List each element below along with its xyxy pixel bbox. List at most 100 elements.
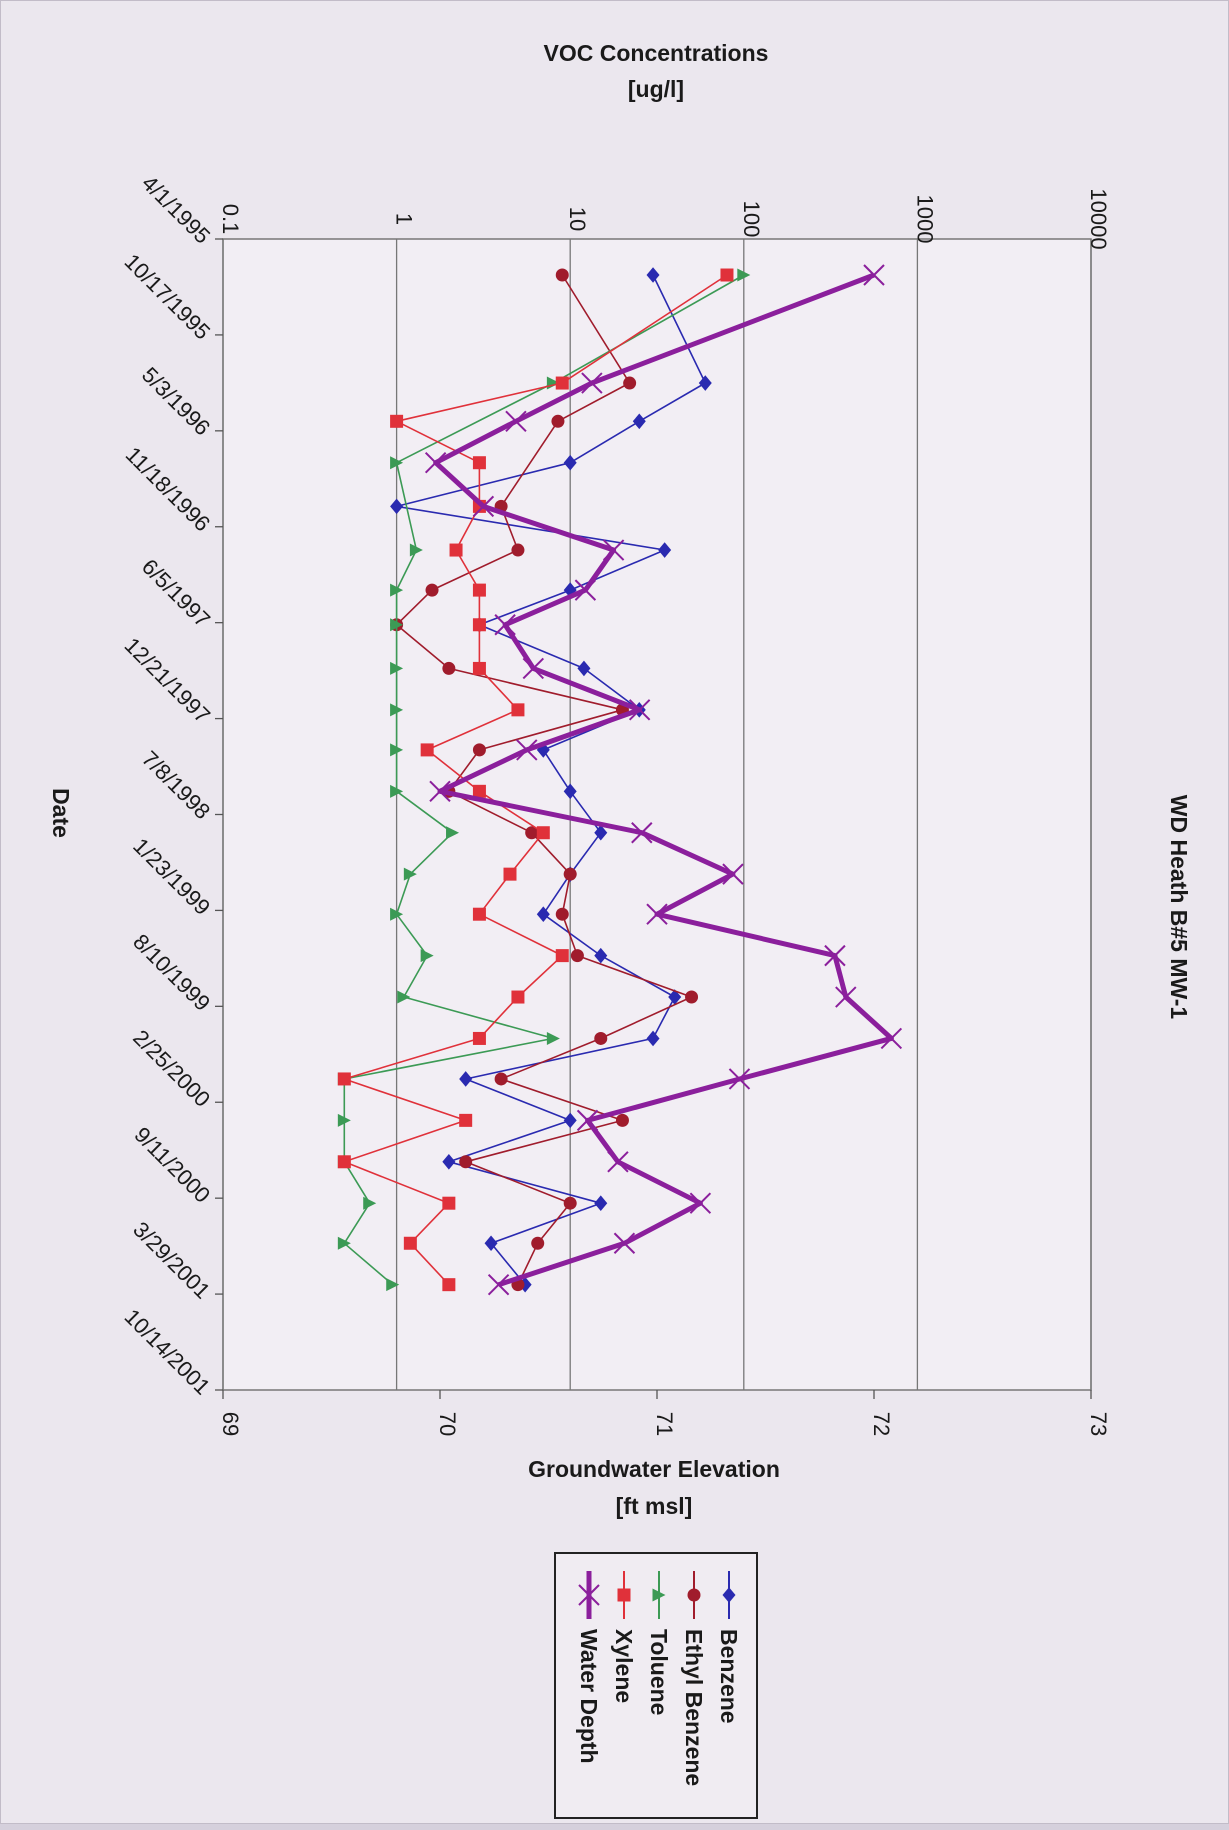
marker-stroke bbox=[581, 372, 603, 394]
marker-stroke bbox=[429, 780, 451, 803]
toluene-point bbox=[390, 743, 404, 757]
marker-stroke bbox=[472, 495, 495, 518]
ethyl-benzene-point bbox=[555, 907, 569, 921]
toluene-point bbox=[337, 1236, 351, 1250]
elevation-tick-label: 70 bbox=[435, 1412, 460, 1436]
toluene-point bbox=[403, 867, 417, 881]
toluene-point bbox=[546, 1031, 560, 1045]
voc-tick-label: 10 bbox=[565, 207, 590, 231]
ethyl-benzene-point bbox=[563, 867, 577, 881]
ethyl-benzene-point bbox=[615, 1113, 629, 1127]
toluene-point bbox=[363, 1196, 377, 1210]
marker-stroke bbox=[613, 1232, 636, 1254]
legend-item-benzene: Benzene bbox=[716, 1571, 742, 1724]
legend-marker-swatch bbox=[722, 1587, 736, 1603]
water-depth-point bbox=[628, 699, 651, 721]
ethyl-benzene-point bbox=[555, 268, 569, 282]
toluene-point bbox=[420, 949, 434, 963]
toluene-point bbox=[737, 268, 751, 282]
ethyl-benzene-point bbox=[425, 583, 439, 597]
date-tick-label: 9/11/2000 bbox=[129, 1122, 215, 1208]
legend-marker-swatch bbox=[652, 1588, 666, 1602]
marker-stroke bbox=[522, 657, 545, 680]
legend-item-ethyl-benzene: Ethyl Benzene bbox=[681, 1571, 707, 1786]
date-tick-label: 10/17/1995 bbox=[120, 249, 216, 345]
voc-axis-title-line1: VOC Concentrations bbox=[544, 40, 769, 66]
benzene-point bbox=[646, 267, 660, 283]
marker-stroke bbox=[516, 739, 538, 761]
benzene-point bbox=[459, 1071, 473, 1087]
marker-stroke bbox=[487, 1273, 510, 1296]
marker-stroke bbox=[576, 1109, 599, 1132]
date-tick-label: 5/3/1996 bbox=[137, 362, 215, 440]
ethyl-benzene-point bbox=[531, 1236, 545, 1250]
xylene-point bbox=[472, 784, 486, 798]
toluene-point bbox=[397, 990, 411, 1004]
legend-label: Benzene bbox=[716, 1629, 742, 1724]
xylene-point bbox=[472, 661, 486, 675]
toluene-point bbox=[390, 703, 404, 717]
xylene-point bbox=[720, 268, 734, 282]
xylene-line bbox=[343, 274, 728, 1286]
benzene-point bbox=[442, 1153, 456, 1170]
xylene-point bbox=[337, 1072, 351, 1086]
toluene-point bbox=[409, 543, 423, 557]
water-depth-point bbox=[631, 822, 653, 844]
marker-stroke bbox=[646, 903, 668, 925]
legend-marker-swatch bbox=[687, 1588, 701, 1602]
xylene-point bbox=[337, 1155, 351, 1169]
water-depth-point bbox=[522, 657, 545, 680]
xylene-point bbox=[511, 703, 525, 717]
ethyl-benzene-point bbox=[442, 661, 456, 675]
marker-stroke bbox=[689, 1192, 712, 1214]
xylene-point bbox=[420, 743, 434, 757]
legend-marker-swatch bbox=[578, 1584, 600, 1606]
benzene-point bbox=[658, 542, 672, 558]
toluene-point bbox=[390, 456, 404, 470]
water-depth-point bbox=[505, 410, 527, 433]
series-water-depth bbox=[424, 264, 903, 1296]
benzene-point bbox=[563, 783, 577, 800]
elevation-tick-label: 69 bbox=[218, 1412, 243, 1436]
xylene-point bbox=[442, 1278, 456, 1292]
elevation-tick-label: 72 bbox=[869, 1412, 894, 1436]
legend-item-water-depth: Water Depth bbox=[576, 1571, 602, 1764]
legend-label: Xylene bbox=[611, 1629, 637, 1703]
xylene-point bbox=[459, 1113, 473, 1127]
benzene-point bbox=[577, 660, 591, 677]
water-depth-point bbox=[581, 372, 603, 394]
gridlines bbox=[215, 238, 1092, 1399]
series-xylene bbox=[337, 268, 734, 1292]
ethyl-benzene-point bbox=[494, 1072, 508, 1086]
benzene-point bbox=[390, 498, 404, 515]
water-depth-point bbox=[646, 903, 668, 925]
marker-stroke bbox=[631, 822, 653, 844]
xylene-point bbox=[472, 583, 486, 597]
ethyl-benzene-point bbox=[511, 543, 525, 557]
voc-tick-label: 1000 bbox=[912, 195, 937, 244]
marker-stroke bbox=[835, 986, 857, 1008]
benzene-point bbox=[698, 375, 712, 391]
toluene-point bbox=[390, 661, 404, 675]
benzene-point bbox=[594, 947, 608, 964]
water-depth-point bbox=[728, 1068, 751, 1090]
benzene-point bbox=[563, 1112, 577, 1129]
voc-tick-label: 100 bbox=[739, 201, 764, 238]
date-tick-label: 12/21/1997 bbox=[120, 633, 216, 729]
elevation-tick-label: 71 bbox=[652, 1412, 677, 1436]
marker-stroke bbox=[824, 944, 846, 967]
ethyl-benzene-point bbox=[570, 949, 584, 963]
water-depth-point bbox=[613, 1232, 636, 1254]
benzene-line bbox=[395, 274, 707, 1286]
date-axis-title: Date bbox=[48, 788, 74, 838]
water-depth-point bbox=[880, 1027, 903, 1050]
toluene-point bbox=[446, 826, 460, 840]
water-depth-point bbox=[824, 944, 846, 967]
water-depth-point bbox=[574, 579, 597, 601]
water-depth-point bbox=[576, 1109, 599, 1132]
marker-stroke bbox=[863, 264, 885, 286]
legend: Benzene Ethyl Benzene Toluene Xylene Water D… bbox=[554, 1552, 758, 1819]
benzene-point bbox=[668, 989, 682, 1005]
water-depth-point bbox=[472, 495, 495, 518]
